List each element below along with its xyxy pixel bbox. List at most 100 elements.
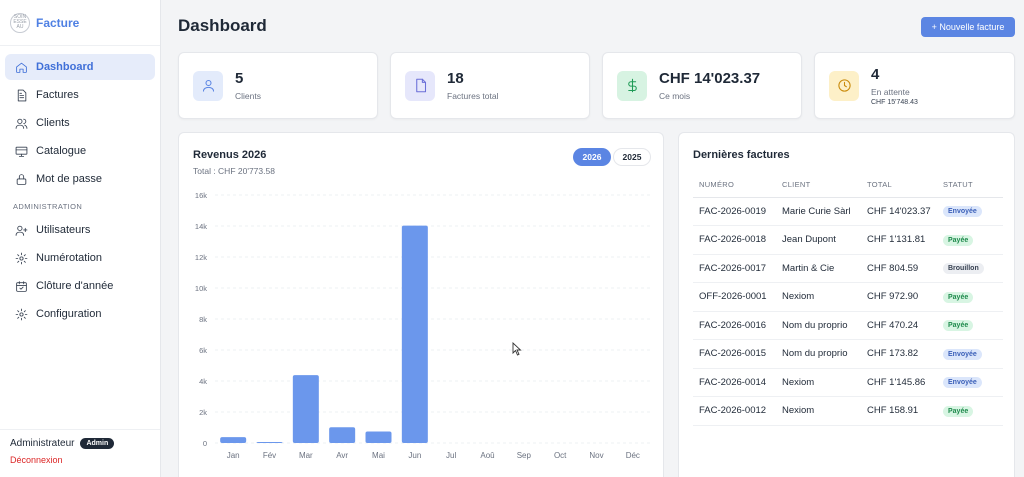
invoices-title: Dernières factures [693,149,790,161]
brand-name: Facture [36,15,80,30]
table-row[interactable]: FAC-2026-0017 Martin & Cie CHF 804.59 Broui… [693,254,1003,283]
invoice-number-link[interactable]: FAC-2026-0017 [693,254,782,283]
invoice-client: Marie Curie Sàrl [782,197,867,226]
invoice-number-link[interactable]: FAC-2026-0015 [693,339,782,369]
logout-link[interactable]: Déconnexion [10,455,63,465]
gear-icon [14,251,28,265]
year-2025-button[interactable]: 2025 [613,148,651,166]
invoice-number-link[interactable]: FAC-2026-0012 [693,396,782,426]
bar-jun[interactable] [401,225,428,443]
invoice-total: CHF 804.59 [867,254,943,283]
invoice-number-link[interactable]: FAC-2026-0014 [693,368,782,397]
invoice-status: Payée [943,225,1003,255]
stat-value: 18 [447,70,464,87]
stat-value: CHF 14'023.37 [659,70,761,87]
sidebar-item-factures[interactable]: Factures [5,82,155,108]
document-icon [14,88,28,102]
invoice-client: Nexiom [782,396,867,426]
new-invoice-button[interactable]: + Nouvelle facture [921,17,1015,37]
bar-mai[interactable] [365,431,392,443]
x-tick-label: Avr [336,451,348,460]
invoice-number-link[interactable]: FAC-2026-0016 [693,311,782,340]
year-2026-button[interactable]: 2026 [573,148,611,166]
x-tick-label: Jun [408,451,421,460]
table-row[interactable]: FAC-2026-0014 Nexiom CHF 1'145.86 Envoyée [693,368,1003,397]
sidebar-item-clients[interactable]: Clients [5,110,155,136]
invoice-client: Nexiom [782,282,867,312]
users-icon [14,116,28,130]
invoice-status: Payée [943,311,1003,340]
sidebar-item-label: Mot de passe [36,173,103,185]
invoices-table: NUMÉRO CLIENT TOTAL STATUT FAC-2026-0019… [693,173,1003,426]
y-tick-label: 0 [203,439,207,448]
sidebar-item-users[interactable]: Utilisateurs [5,217,155,243]
table-header-row: NUMÉRO CLIENT TOTAL STATUT [693,173,1003,198]
clock-icon [829,70,859,101]
column-header: CLIENT [782,173,867,198]
user-plus-icon [14,223,28,237]
stat-value: 4 [871,65,880,83]
sidebar: SOIN ESSE AU Facture Dashboard Factures … [0,0,161,477]
sidebar-item-label: Catalogue [36,145,87,157]
invoice-total: CHF 470.24 [867,311,943,340]
stat-card-pending: 4 En attente CHF 15'748.43 [814,52,1015,119]
brand[interactable]: SOIN ESSE AU Facture [0,0,160,46]
file-icon [405,70,435,101]
table-row[interactable]: FAC-2026-0015 Nom du proprio CHF 173.82 Env… [693,339,1003,369]
bar-fév[interactable] [256,442,283,443]
bar-jan[interactable] [220,437,247,443]
brand-logo: SOIN ESSE AU [10,12,30,33]
invoice-status: Envoyée [943,368,1003,397]
invoice-client: Nom du proprio [782,339,867,369]
sidebar-item-label: Clients [36,117,70,129]
y-tick-label: 16k [195,191,207,200]
bar-mar[interactable] [292,375,319,443]
sidebar-item-password[interactable]: Mot de passe [5,166,155,192]
invoice-client: Nom du proprio [782,311,867,340]
page-title: Dashboard [178,16,267,35]
status-badge: Envoyée [943,348,982,360]
table-row[interactable]: FAC-2026-0016 Nom du proprio CHF 470.24 Pay… [693,311,1003,340]
y-tick-label: 14k [195,222,207,231]
gear-icon [14,307,28,321]
invoice-status: Brouillon [943,254,1003,283]
chart-subtitle: Total : CHF 20'773.58 [193,166,275,176]
table-row[interactable]: OFF-2026-0001 Nexiom CHF 972.90 Payée [693,282,1003,312]
lock-icon [14,172,28,186]
invoice-total: CHF 14'023.37 [867,197,943,226]
y-tick-label: 8k [199,315,207,324]
user-icon [193,70,223,101]
invoice-number-link[interactable]: FAC-2026-0019 [693,197,782,226]
y-tick-label: 12k [195,253,207,262]
status-badge: Envoyée [943,377,982,389]
invoice-total: CHF 173.82 [867,339,943,369]
status-badge: Envoyée [943,206,982,218]
revenue-chart-card: Revenus 2026 Total : CHF 20'773.58 2026 … [178,132,664,477]
column-header: STATUT [943,173,1003,198]
revenue-bar-chart: 0 2k 4k 6k 8k 10k 12k 14k 16k Jan Fév Mar Avr Mai Jun J… [195,191,651,460]
x-tick-label: Fév [263,451,276,460]
sidebar-item-numbering[interactable]: Numérotation [5,245,155,271]
sidebar-item-catalogue[interactable]: Catalogue [5,138,155,164]
invoice-number-link[interactable]: OFF-2026-0001 [693,282,782,312]
bar-avr[interactable] [329,427,356,443]
latest-invoices-card: Dernières factures NUMÉRO CLIENT TOTAL S… [678,132,1015,477]
x-tick-label: Jan [227,451,240,460]
invoice-total: CHF 158.91 [867,396,943,426]
table-row[interactable]: FAC-2026-0018 Jean Dupont CHF 1'131.81 Payé… [693,225,1003,255]
stat-sub: CHF 15'748.43 [871,98,918,106]
stat-label: Clients [235,91,261,101]
sidebar-item-dashboard[interactable]: Dashboard [5,54,155,80]
invoice-client: Martin & Cie [782,254,867,283]
x-tick-label: Nov [589,451,603,460]
status-badge: Payée [943,320,974,332]
invoice-total: CHF 972.90 [867,282,943,312]
y-tick-label: 4k [199,377,207,386]
sidebar-item-year-closing[interactable]: Clôture d'année [5,273,155,299]
sidebar-item-label: Utilisateurs [36,224,91,236]
invoice-number-link[interactable]: FAC-2026-0018 [693,225,782,255]
invoice-client: Jean Dupont [782,225,867,255]
sidebar-item-configuration[interactable]: Configuration [5,301,155,327]
table-row[interactable]: FAC-2026-0019 Marie Curie Sàrl CHF 14'023.… [693,197,1003,226]
table-row[interactable]: FAC-2026-0012 Nexiom CHF 158.91 Payée [693,396,1003,426]
